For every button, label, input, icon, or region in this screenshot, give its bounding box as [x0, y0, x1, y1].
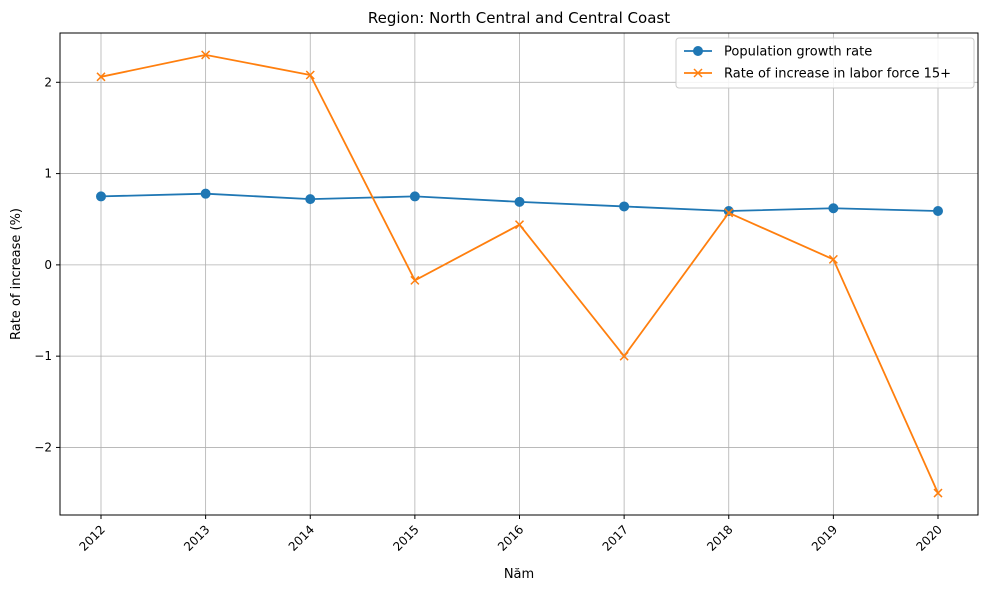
data-point	[201, 50, 211, 60]
legend-entry: Rate of increase in labor force 15+	[684, 67, 951, 82]
legend: Population growth rate Rate of increase i…	[675, 37, 975, 89]
y-tick-label: 1	[44, 167, 52, 181]
data-point	[933, 206, 943, 217]
legend-marker	[693, 46, 703, 56]
chart-title: Region: North Central and Central Coast	[368, 9, 670, 27]
data-point	[619, 201, 630, 212]
data-point	[514, 220, 525, 230]
series-1	[96, 188, 943, 217]
y-tick-label: 2	[44, 75, 52, 89]
data-point	[828, 203, 839, 214]
data-point	[96, 191, 106, 202]
series-2	[96, 50, 943, 498]
data-point	[409, 191, 420, 202]
y-axis-label: Rate of increase (%)	[9, 208, 24, 340]
data-point	[410, 275, 420, 285]
data-point	[514, 196, 525, 207]
legend-label: Population growth rate	[724, 45, 872, 60]
data-point	[96, 72, 106, 82]
data-point	[200, 188, 211, 199]
data-point	[933, 488, 943, 498]
y-tick-label: −1	[34, 349, 52, 363]
grid	[60, 33, 978, 515]
legend-marker	[693, 68, 703, 78]
data-point	[619, 351, 629, 361]
data-point	[305, 194, 316, 205]
data-point	[724, 208, 734, 218]
series-layer	[96, 50, 943, 498]
data-point	[828, 254, 838, 264]
x-axis-label: Năm	[504, 567, 534, 582]
legend-box	[675, 37, 975, 89]
data-point	[305, 70, 315, 80]
y-tick-label: 0	[44, 258, 52, 272]
legend-entry: Population growth rate	[684, 45, 872, 60]
legend-label: Rate of increase in labor force 15+	[724, 67, 951, 82]
y-tick-label: −2	[34, 440, 52, 454]
